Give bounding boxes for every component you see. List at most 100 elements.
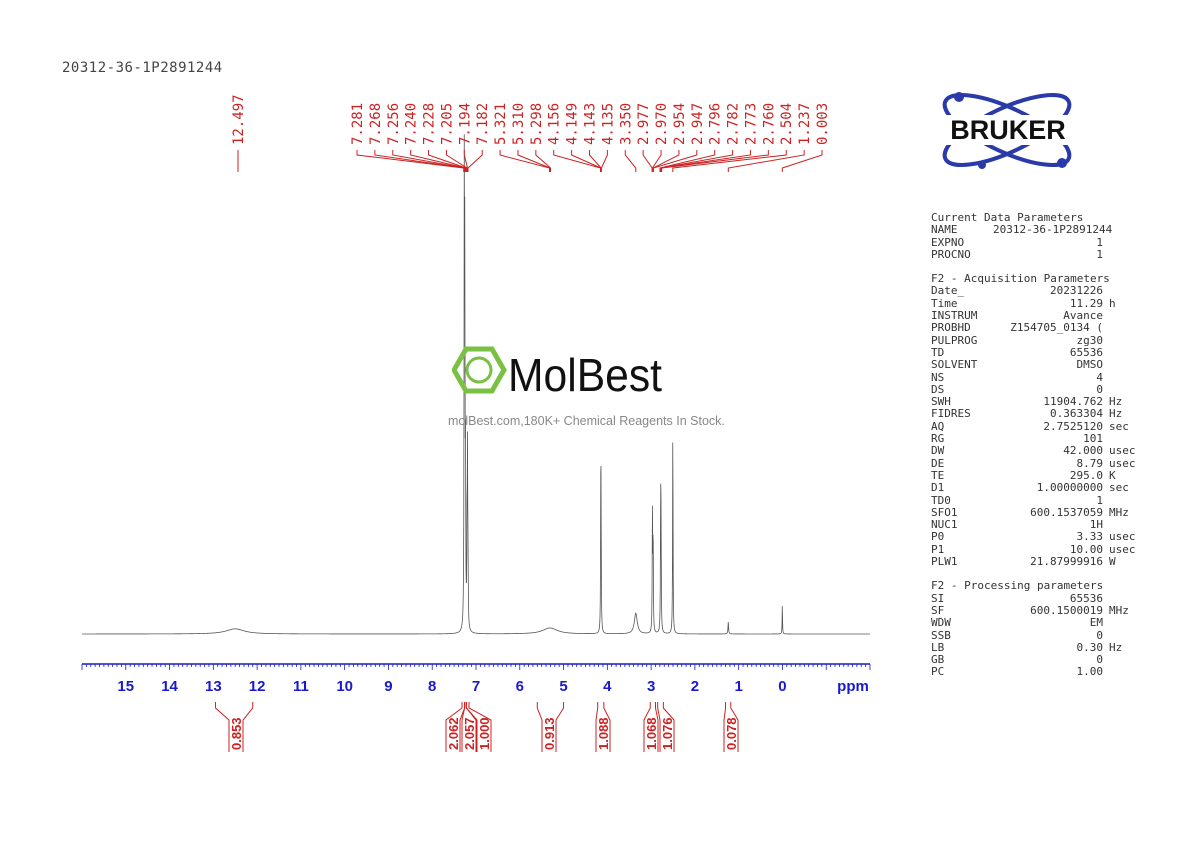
peak-label: 7.205	[439, 103, 455, 145]
param-pk: PROCNO	[931, 247, 971, 261]
param-pu	[1103, 335, 1109, 347]
param-pv: 0	[1096, 653, 1103, 667]
integral-value: 1.088	[596, 717, 611, 750]
x-tick-label: 12	[249, 678, 266, 695]
peak-label-leader	[661, 150, 769, 172]
param-pu: usec	[1109, 444, 1136, 458]
peak-label: 5.298	[529, 103, 545, 145]
x-tick-label: 10	[336, 678, 353, 695]
param-pk: PROBHD	[931, 321, 971, 335]
param-pk: SI	[931, 591, 945, 605]
param-pu	[1103, 617, 1109, 629]
peak-label-leader	[672, 150, 787, 172]
integral-value: 0.078	[724, 717, 739, 750]
param-pk: P0	[931, 530, 945, 544]
param-pk: TD0	[931, 493, 951, 507]
peak-label: 2.504	[779, 103, 795, 145]
param-pk: FIDRES	[931, 407, 971, 421]
param-section-acquisition: F2 - Acquisition Parameters Date_ 20231226…	[931, 272, 1136, 569]
peak-label-leader	[467, 150, 483, 172]
param-row: PC 1.00	[931, 666, 1136, 679]
integral-value: 1.076	[660, 717, 675, 750]
peak-label: 2.947	[690, 103, 706, 145]
param-section-title: F2 - Processing parameters	[931, 579, 1104, 593]
param-pk: SOLVENT	[931, 358, 978, 372]
peak-label: 5.310	[511, 103, 527, 145]
peak-label-leader	[410, 150, 466, 172]
param-pk: P1	[931, 542, 945, 556]
x-axis-label: ppm	[837, 678, 869, 695]
param-pv: 1H	[1089, 518, 1103, 532]
param-row: PLW1 21.87999916 W	[931, 555, 1136, 569]
peak-label: 2.977	[636, 103, 652, 145]
peak-label: 7.182	[475, 103, 491, 145]
param-pv: 65536	[1069, 345, 1103, 359]
param-row: PROCNO 1	[931, 247, 1136, 261]
param-pv: 65536	[1069, 591, 1103, 605]
peak-label: 2.773	[743, 103, 759, 145]
param-pv: 21.87999916	[1030, 555, 1103, 569]
param-row: INSTRUM Avance	[931, 309, 1136, 322]
param-pv: 1	[1096, 235, 1103, 249]
integral-bracket	[536, 702, 565, 752]
param-row: SI 65536	[931, 591, 1136, 605]
param-pu	[1103, 654, 1109, 666]
param-pu: Hz	[1109, 640, 1123, 654]
sample-name: 20312-36-1P2891244	[62, 60, 223, 76]
peak-label: 7.228	[422, 103, 438, 145]
integral-value: 1.068	[644, 717, 659, 750]
x-tick-label: 3	[647, 678, 655, 695]
param-pu: sec	[1109, 481, 1129, 495]
param-row: TD0 1	[931, 493, 1136, 507]
param-pv: EM	[1089, 616, 1103, 630]
param-row: FIDRES 0.363304 Hz	[931, 407, 1136, 421]
param-row: P0 3.33 usec	[931, 530, 1136, 544]
peak-label: 7.256	[386, 103, 402, 145]
param-pv: 0	[1096, 628, 1103, 642]
peak-label: 2.970	[654, 103, 670, 145]
param-pv: 2.7525120	[1043, 419, 1103, 433]
param-row: Time 11.29 h	[931, 296, 1136, 310]
integral-value: 0.853	[229, 717, 244, 750]
param-pk: AQ	[931, 419, 945, 433]
param-pv: 20312-36-1P2891244	[993, 223, 1113, 237]
param-pu: sec	[1109, 419, 1129, 433]
peak-label-leader	[659, 150, 716, 172]
peak-label: 3.350	[618, 103, 634, 145]
x-tick-label: 1	[734, 678, 742, 695]
param-pv: 11.29	[1069, 296, 1103, 310]
param-row: PULPROG zg30	[931, 334, 1136, 347]
param-row: RG 101	[931, 432, 1136, 445]
molbest-watermark-logo: MolBest	[452, 346, 662, 400]
integral-value: 1.000	[477, 717, 492, 750]
param-row: SFO1 600.1537059 MHz	[931, 506, 1136, 519]
param-pu	[1103, 495, 1109, 507]
param-pv: 4	[1096, 370, 1103, 384]
param-pv: 0	[1096, 382, 1103, 396]
peak-label: 4.149	[565, 103, 581, 145]
param-row: GB 0	[931, 653, 1136, 667]
integral-bracket	[723, 702, 739, 752]
param-pv: 20231226	[1050, 284, 1103, 298]
x-tick-label: 2	[691, 678, 699, 695]
param-row: DS 0	[931, 382, 1136, 396]
peak-label: 7.194	[457, 103, 473, 145]
integral-bracket	[465, 702, 492, 752]
param-pk: D1	[931, 481, 945, 495]
param-row: TD 65536	[931, 345, 1136, 359]
peak-label-leader	[624, 150, 637, 172]
x-tick-label: 5	[559, 678, 567, 695]
param-pu: usec	[1109, 530, 1136, 544]
param-row: D1 1.00000000 sec	[931, 481, 1136, 495]
peak-label-leader	[374, 150, 465, 172]
peak-label-leader	[392, 150, 466, 172]
param-pv: 1	[1096, 493, 1103, 507]
param-row: P1 10.00 usec	[931, 542, 1136, 556]
x-tick-label: 8	[428, 678, 436, 695]
x-tick-label: 9	[384, 678, 392, 695]
peak-label-leader	[652, 150, 698, 172]
x-tick-label: 13	[205, 678, 222, 695]
param-row: NAME 20312-36-1P2891244	[931, 223, 1136, 237]
param-pv: 0.363304	[1050, 407, 1103, 421]
param-row: WDW EM	[931, 616, 1136, 630]
